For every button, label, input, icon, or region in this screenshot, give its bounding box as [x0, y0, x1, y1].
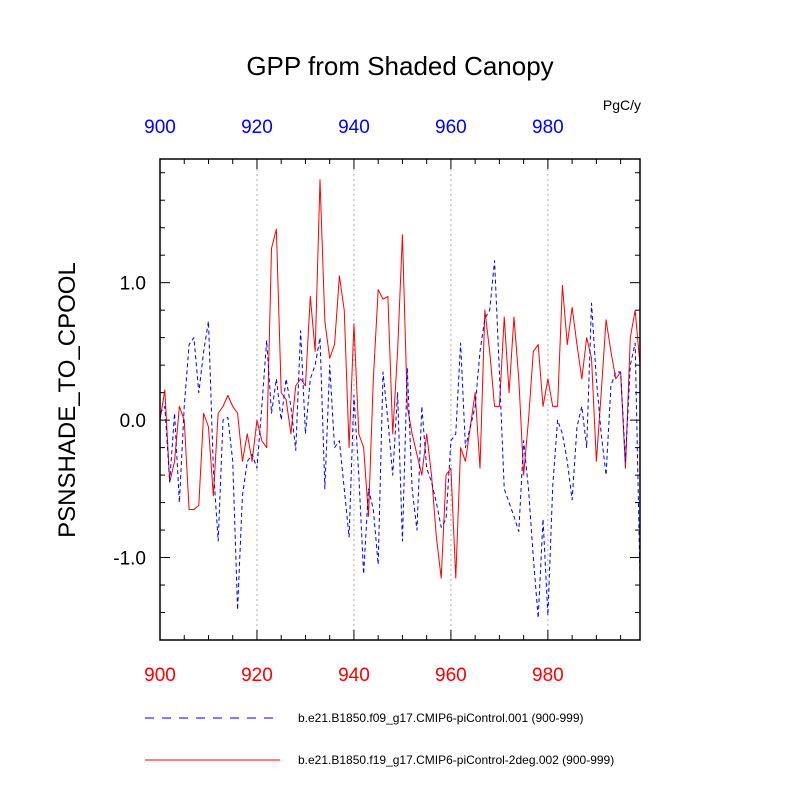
x-tick-label-bottom-920: 920: [241, 665, 273, 686]
chart-title: GPP from Shaded Canopy: [246, 51, 553, 81]
x-tick-label-bottom-900: 900: [144, 665, 176, 686]
y-tick-label-0: -1.0: [113, 549, 146, 570]
legend: b.e21.B1850.f09_g17.CMIP6-piControl.001 …: [145, 711, 614, 767]
gridlines: [256, 159, 549, 640]
x-tick-label-top-940: 940: [338, 117, 370, 138]
x-tick-label-top-980: 980: [532, 117, 564, 138]
x-tick-label-bottom-940: 940: [338, 665, 370, 686]
plot-frame: [159, 158, 641, 641]
series-layer: [159, 179, 641, 619]
x-tick-label-bottom-980: 980: [532, 665, 564, 686]
tick-marks: [159, 159, 640, 641]
x-tick-label-bottom-960: 960: [435, 665, 467, 686]
series-line-1: [159, 260, 641, 619]
y-tick-label-1: 0.0: [120, 411, 146, 432]
legend-label-series-2: b.e21.B1850.f19_g17.CMIP6-piControl-2deg…: [298, 753, 614, 767]
y-axis-label: PSNSHADE_TO_CPOOL: [54, 262, 81, 538]
units-label: PgC/y: [603, 97, 641, 113]
legend-label-series-1: b.e21.B1850.f09_g17.CMIP6-piControl.001 …: [298, 711, 584, 725]
x-tick-label-top-960: 960: [435, 117, 467, 138]
y-tick-label-2: 1.0: [120, 274, 146, 295]
x-tick-label-top-900: 900: [144, 117, 176, 138]
x-tick-label-top-920: 920: [241, 117, 273, 138]
series-line-2: [159, 179, 641, 579]
tick-labels: 900 900 920 920 940 940 960 960 980 980 -1.0 0.0 1.0: [113, 117, 563, 686]
